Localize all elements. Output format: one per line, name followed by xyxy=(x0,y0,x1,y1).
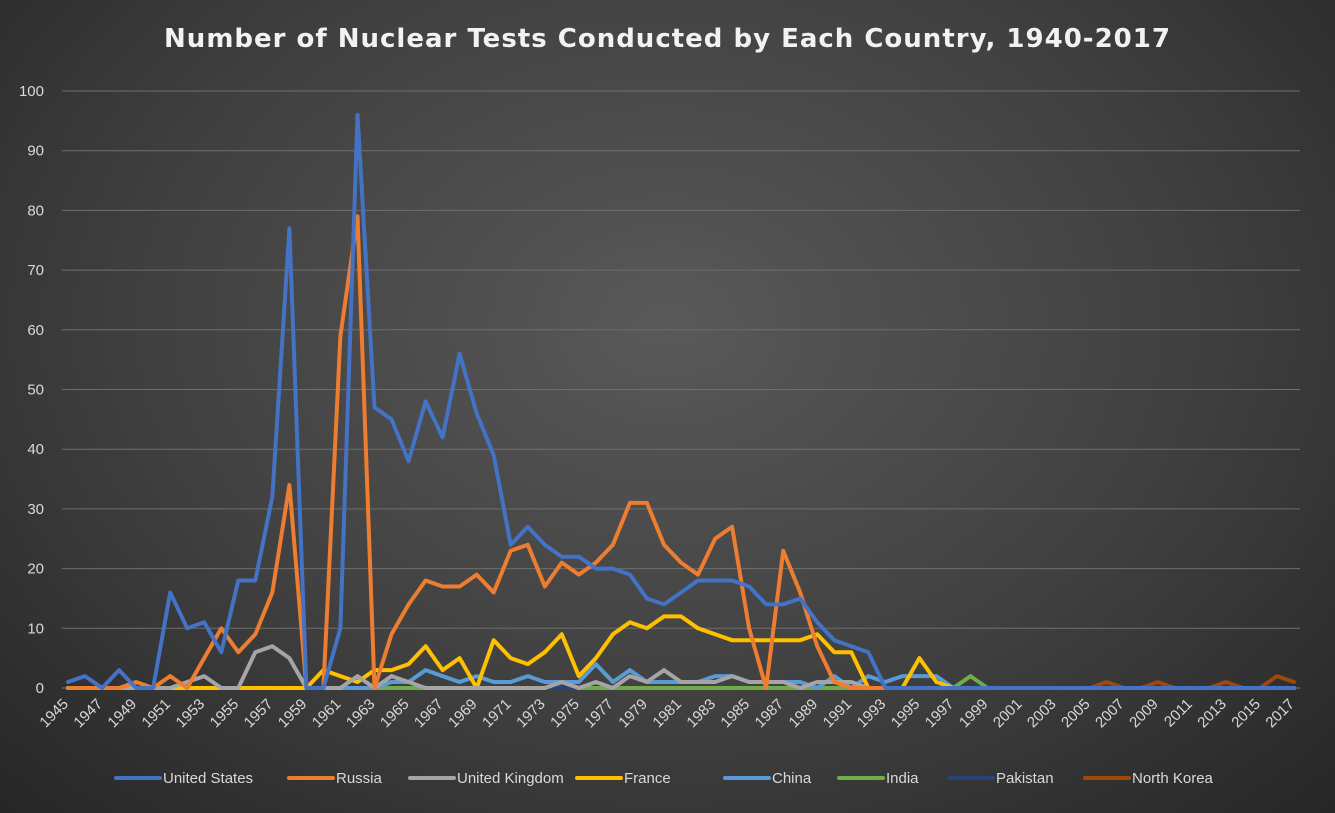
y-tick-label: 60 xyxy=(27,322,44,339)
x-tick-label: 2007 xyxy=(1092,696,1128,732)
legend-label: China xyxy=(772,770,812,787)
x-tick-label: 1963 xyxy=(343,696,379,732)
legend: United States Russia United Kingdom France C… xyxy=(114,770,1214,787)
x-tick-label: 1955 xyxy=(207,696,243,732)
series-lines xyxy=(66,112,1296,690)
x-tick-label: 2009 xyxy=(1126,696,1162,732)
x-tick-label: 1945 xyxy=(36,696,72,732)
series-line-united-states xyxy=(66,112,1296,690)
x-tick-label: 1989 xyxy=(786,696,822,732)
x-tick-label: 2011 xyxy=(1161,696,1196,731)
y-axis: 0 10 20 30 40 50 60 70 80 90 100 xyxy=(19,83,44,697)
x-tick-label: 1971 xyxy=(479,696,515,732)
x-tick-label: 1967 xyxy=(411,696,447,732)
legend-label: United Kingdom xyxy=(457,770,564,787)
x-tick-label: 1961 xyxy=(309,696,345,732)
y-tick-label: 0 xyxy=(36,680,44,697)
x-tick-label: 1985 xyxy=(717,696,753,732)
x-tick-label: 1995 xyxy=(888,696,924,732)
legend-label: Russia xyxy=(336,770,383,787)
x-tick-label: 1953 xyxy=(173,696,209,732)
x-tick-label: 1973 xyxy=(513,696,549,732)
y-tick-label: 80 xyxy=(27,202,44,219)
y-tick-label: 20 xyxy=(27,561,44,578)
x-tick-label: 1969 xyxy=(445,696,481,732)
legend-label: France xyxy=(624,770,671,787)
x-tick-label: 1987 xyxy=(752,696,788,732)
x-tick-label: 2005 xyxy=(1058,696,1094,732)
x-tick-label: 1965 xyxy=(377,696,413,732)
y-tick-label: 40 xyxy=(27,441,44,458)
x-tick-label: 2001 xyxy=(990,696,1026,732)
x-tick-label: 1975 xyxy=(547,696,583,732)
legend-label: Pakistan xyxy=(996,770,1054,787)
x-tick-label: 1991 xyxy=(820,696,856,732)
x-tick-label: 1947 xyxy=(70,696,106,732)
chart-title: Number of Nuclear Tests Conducted by Eac… xyxy=(164,24,1171,54)
x-tick-label: 2015 xyxy=(1228,696,1264,732)
x-tick-label: 1993 xyxy=(854,696,890,732)
x-tick-label: 1999 xyxy=(956,696,992,732)
y-tick-label: 50 xyxy=(27,382,44,399)
y-tick-label: 100 xyxy=(19,83,44,100)
x-tick-label: 2017 xyxy=(1262,696,1298,732)
y-tick-label: 90 xyxy=(27,143,44,160)
x-tick-label: 1957 xyxy=(241,696,277,732)
x-tick-label: 1959 xyxy=(275,696,311,732)
y-tick-label: 30 xyxy=(27,501,44,518)
x-tick-label: 1981 xyxy=(649,696,685,732)
x-tick-label: 2013 xyxy=(1194,696,1230,732)
legend-label: North Korea xyxy=(1132,770,1214,787)
series-line-france xyxy=(66,614,1296,690)
x-tick-label: 1979 xyxy=(615,696,651,732)
y-tick-label: 70 xyxy=(27,262,44,279)
x-tick-label: 1997 xyxy=(922,696,958,732)
gridlines xyxy=(62,90,1300,689)
x-tick-label: 1951 xyxy=(139,696,175,732)
legend-label: United States xyxy=(163,770,253,787)
x-tick-label: 2003 xyxy=(1024,696,1060,732)
legend-label: India xyxy=(886,770,919,787)
x-tick-label: 1977 xyxy=(581,696,617,732)
x-tick-label: 1983 xyxy=(683,696,719,732)
x-tick-label: 1949 xyxy=(104,696,140,732)
x-axis: 1945194719491951195319551957195919611963… xyxy=(36,696,1298,732)
y-tick-label: 10 xyxy=(27,620,44,637)
